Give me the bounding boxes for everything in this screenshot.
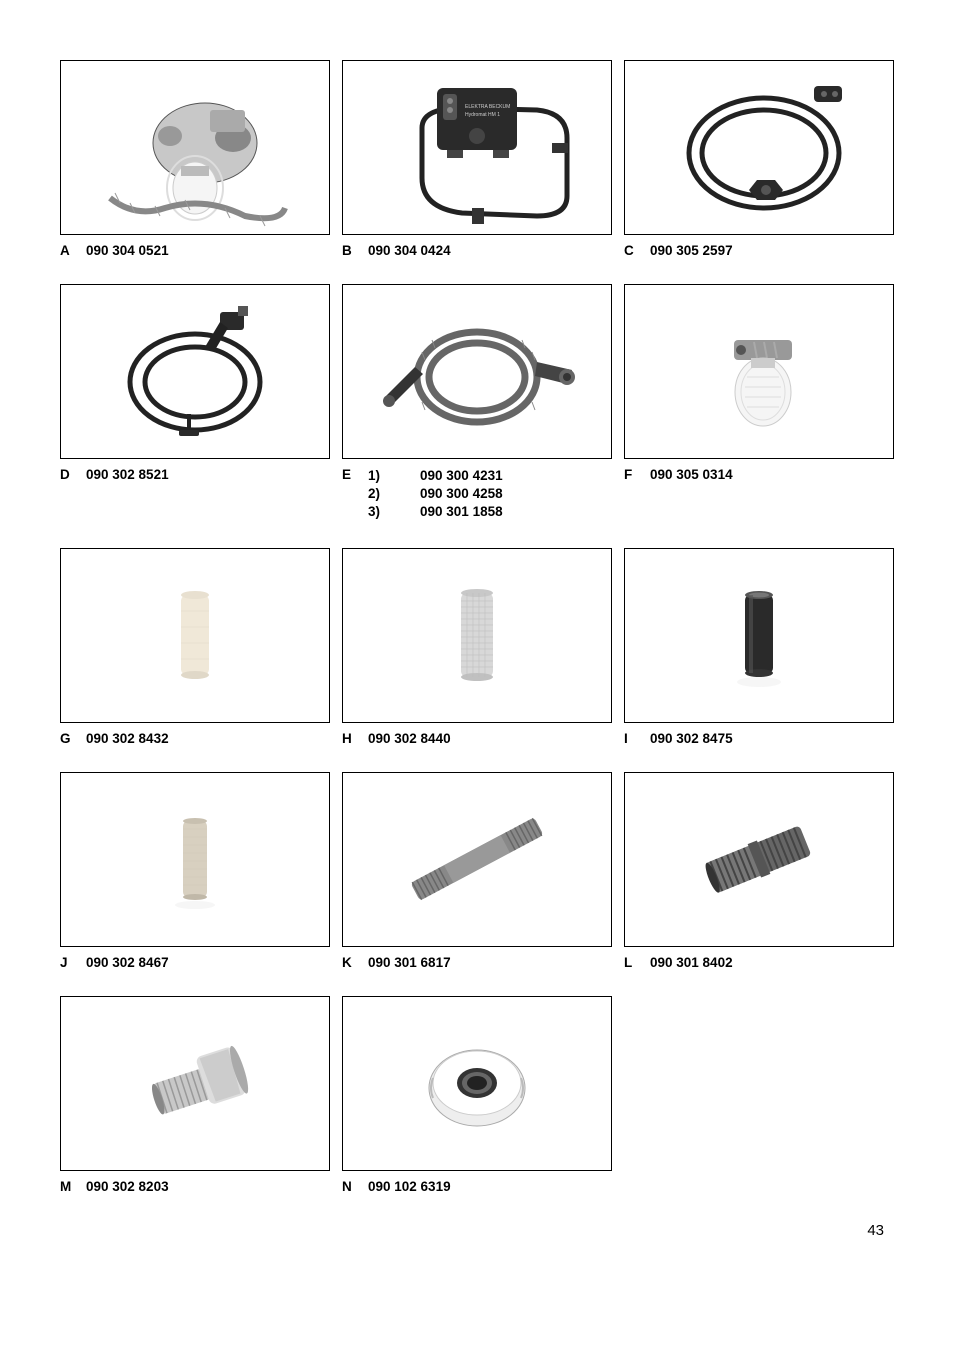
letter-H: H xyxy=(342,731,368,746)
label-I: I 090 302 8475 xyxy=(624,731,894,754)
label-N: N 090 102 6319 xyxy=(342,1179,612,1202)
e-idx-1: 1) xyxy=(368,467,380,485)
cell-E: E 1) 2) 3) 090 300 4231 090 300 4258 090… xyxy=(342,284,612,530)
image-G xyxy=(60,548,330,723)
cell-M: M 090 302 8203 xyxy=(60,996,330,1202)
part-B: 090 304 0424 xyxy=(368,243,612,258)
image-B: ELEKTRA BECKUM Hydromat HM 1 xyxy=(342,60,612,235)
image-K xyxy=(342,772,612,947)
cell-N: N 090 102 6319 xyxy=(342,996,612,1202)
letter-E: E xyxy=(342,467,368,482)
letter-N: N xyxy=(342,1179,368,1194)
letter-A: A xyxy=(60,243,86,258)
part-D: 090 302 8521 xyxy=(86,467,330,482)
svg-text:Hydromat HM 1: Hydromat HM 1 xyxy=(465,112,500,118)
label-M: M 090 302 8203 xyxy=(60,1179,330,1202)
letter-L: L xyxy=(624,955,650,970)
page-number: 43 xyxy=(60,1222,894,1239)
cell-C: C 090 305 2597 xyxy=(624,60,894,266)
e-idx-2: 2) xyxy=(368,485,380,503)
cell-H: H 090 302 8440 xyxy=(342,548,612,754)
svg-text:ELEKTRA BECKUM: ELEKTRA BECKUM xyxy=(465,104,510,110)
label-K: K 090 301 6817 xyxy=(342,955,612,978)
part-G: 090 302 8432 xyxy=(86,731,330,746)
part-J: 090 302 8467 xyxy=(86,955,330,970)
label-F: F 090 305 0314 xyxy=(624,467,894,490)
e-part-3: 090 301 1858 xyxy=(420,503,503,521)
letter-I: I xyxy=(624,731,650,746)
label-C: C 090 305 2597 xyxy=(624,243,894,266)
part-F: 090 305 0314 xyxy=(650,467,894,482)
part-A: 090 304 0521 xyxy=(86,243,330,258)
image-M xyxy=(60,996,330,1171)
part-M: 090 302 8203 xyxy=(86,1179,330,1194)
empty-cell xyxy=(624,996,894,1202)
label-G: G 090 302 8432 xyxy=(60,731,330,754)
cell-K: K 090 301 6817 xyxy=(342,772,612,978)
product-grid: A 090 304 0521 ELEKTRA BECKUM Hydromat H… xyxy=(60,60,894,1202)
image-F xyxy=(624,284,894,459)
image-N xyxy=(342,996,612,1171)
part-K: 090 301 6817 xyxy=(368,955,612,970)
image-A xyxy=(60,60,330,235)
cell-F: F 090 305 0314 xyxy=(624,284,894,530)
label-B: B 090 304 0424 xyxy=(342,243,612,266)
cell-G: G 090 302 8432 xyxy=(60,548,330,754)
letter-G: G xyxy=(60,731,86,746)
letter-J: J xyxy=(60,955,86,970)
cell-I: I 090 302 8475 xyxy=(624,548,894,754)
letter-D: D xyxy=(60,467,86,482)
letter-M: M xyxy=(60,1179,86,1194)
part-N: 090 102 6319 xyxy=(368,1179,612,1194)
image-H xyxy=(342,548,612,723)
label-E: E 1) 2) 3) 090 300 4231 090 300 4258 090… xyxy=(342,467,612,530)
label-A: A 090 304 0521 xyxy=(60,243,330,266)
part-H: 090 302 8440 xyxy=(368,731,612,746)
image-E xyxy=(342,284,612,459)
cell-A: A 090 304 0521 xyxy=(60,60,330,266)
label-D: D 090 302 8521 xyxy=(60,467,330,490)
cell-J: J 090 302 8467 xyxy=(60,772,330,978)
part-L: 090 301 8402 xyxy=(650,955,894,970)
image-I xyxy=(624,548,894,723)
e-part-2: 090 300 4258 xyxy=(420,485,503,503)
letter-B: B xyxy=(342,243,368,258)
cell-B: ELEKTRA BECKUM Hydromat HM 1 B 090 304 0… xyxy=(342,60,612,266)
image-J xyxy=(60,772,330,947)
image-D xyxy=(60,284,330,459)
letter-F: F xyxy=(624,467,650,482)
label-J: J 090 302 8467 xyxy=(60,955,330,978)
e-part-1: 090 300 4231 xyxy=(420,467,503,485)
part-I: 090 302 8475 xyxy=(650,731,894,746)
label-L: L 090 301 8402 xyxy=(624,955,894,978)
letter-K: K xyxy=(342,955,368,970)
multi-idx-col-E: 1) 2) 3) xyxy=(368,467,380,522)
label-H: H 090 302 8440 xyxy=(342,731,612,754)
cell-L: L 090 301 8402 xyxy=(624,772,894,978)
part-C: 090 305 2597 xyxy=(650,243,894,258)
image-C xyxy=(624,60,894,235)
e-idx-3: 3) xyxy=(368,503,380,521)
multi-part-col-E: 090 300 4231 090 300 4258 090 301 1858 xyxy=(420,467,503,522)
letter-C: C xyxy=(624,243,650,258)
image-L xyxy=(624,772,894,947)
multi-part-E: 1) 2) 3) 090 300 4231 090 300 4258 090 3… xyxy=(368,467,503,522)
cell-D: D 090 302 8521 xyxy=(60,284,330,530)
